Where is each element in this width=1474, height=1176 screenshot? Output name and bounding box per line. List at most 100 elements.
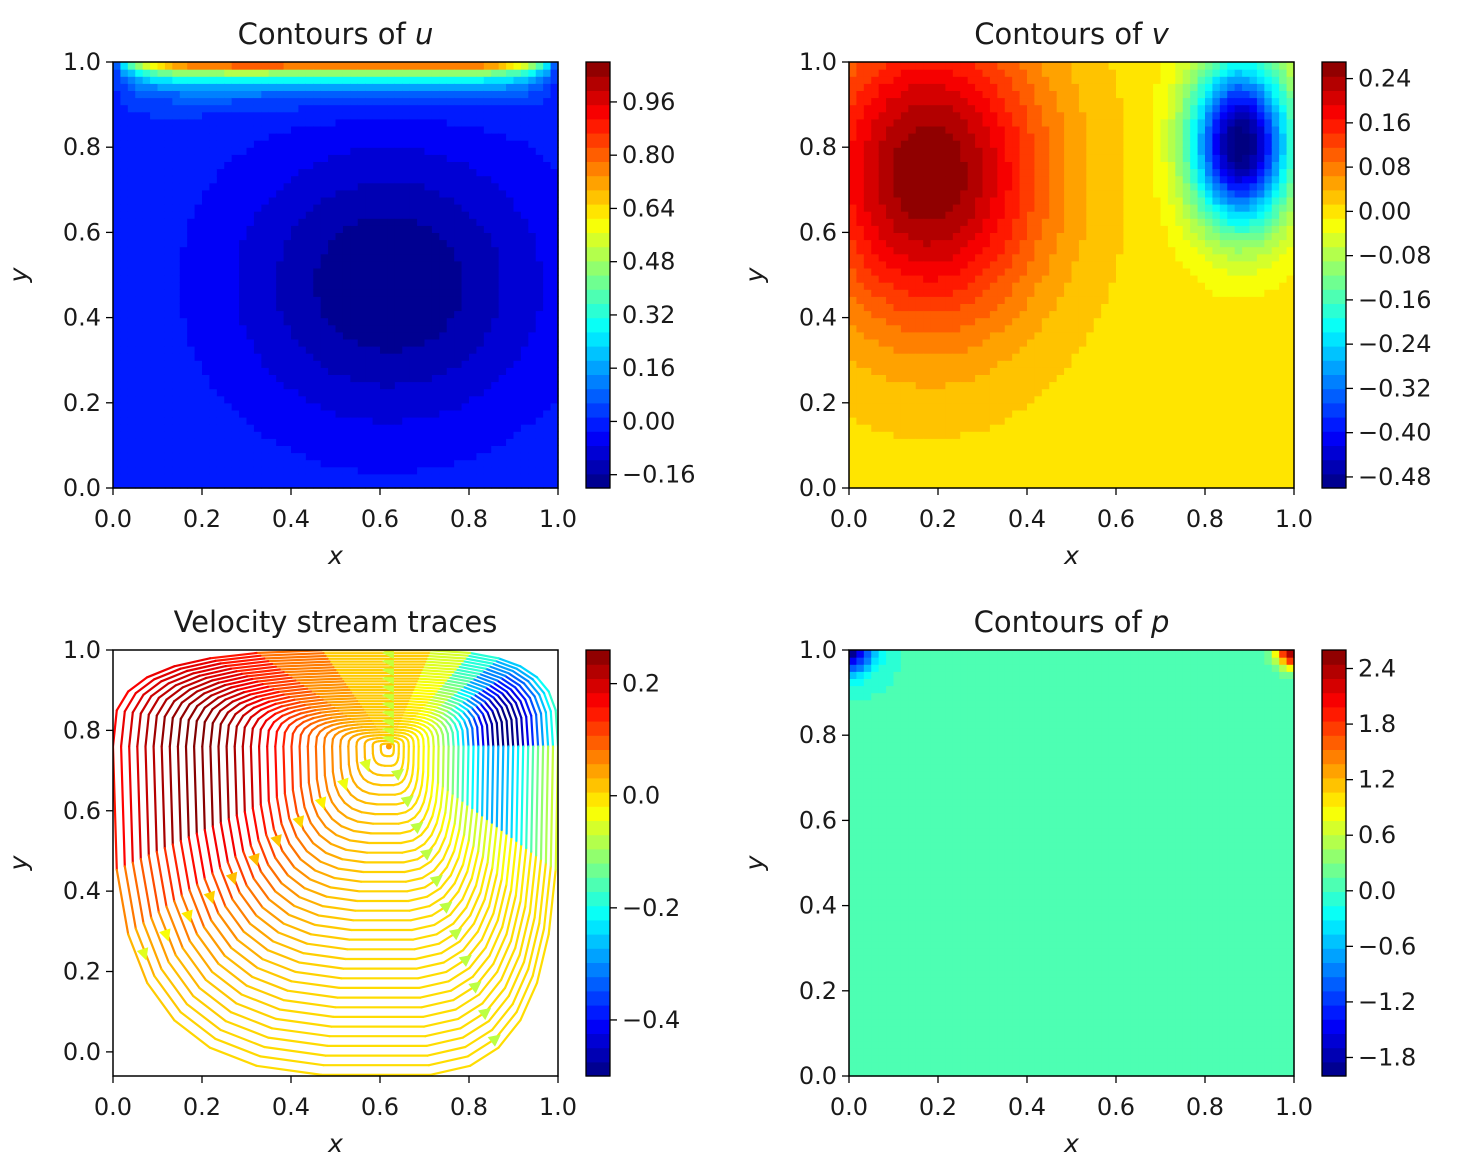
heatmap-cell: [528, 225, 537, 233]
heatmap-cell: [849, 360, 858, 368]
heatmap-cell: [402, 303, 411, 312]
heatmap-cell: [402, 225, 411, 233]
heatmap-cell: [224, 367, 233, 375]
heatmap-cell: [543, 267, 552, 276]
heatmap-cell: [372, 438, 381, 446]
heatmap-cell: [431, 225, 440, 233]
heatmap-cell: [276, 296, 285, 304]
heatmap-cell: [975, 196, 984, 205]
heatmap-cell: [938, 317, 947, 326]
heatmap-cell: [513, 253, 522, 262]
heatmap-cell: [424, 360, 433, 368]
heatmap-cell: [498, 239, 507, 248]
heatmap-cell: [535, 83, 544, 91]
heatmap-cell: [357, 168, 366, 177]
heatmap-cell: [952, 459, 961, 468]
heatmap-cell: [469, 452, 478, 461]
heatmap-cell: [164, 161, 173, 170]
heatmap-cell: [849, 346, 858, 354]
heatmap-cell: [231, 445, 240, 454]
heatmap-cell: [357, 338, 366, 347]
heatmap-cell: [187, 225, 196, 233]
heatmap-cell: [446, 118, 455, 127]
heatmap-cell: [975, 189, 984, 198]
heatmap-cell: [886, 424, 895, 432]
heatmap-cell: [483, 324, 492, 333]
heatmap-cell: [342, 111, 351, 120]
heatmap-cell: [856, 424, 865, 432]
heatmap-cell: [261, 431, 270, 439]
heatmap-cell: [469, 253, 478, 262]
heatmap-cell: [253, 438, 262, 446]
heatmap-cell: [187, 388, 196, 397]
heatmap-cell: [298, 140, 307, 148]
heatmap-cell: [276, 395, 285, 404]
heatmap-cell: [454, 104, 463, 113]
heatmap-cell: [417, 402, 426, 411]
heatmap-cell: [871, 260, 880, 269]
heatmap-cell: [520, 402, 529, 411]
heatmap-cell: [908, 409, 917, 418]
heatmap-cell: [893, 431, 902, 439]
heatmap-cell: [350, 296, 359, 304]
heatmap-cell: [424, 69, 433, 77]
heatmap-cell: [409, 211, 418, 219]
heatmap-cell: [372, 452, 381, 461]
heatmap-cell: [476, 260, 485, 269]
heatmap-cell: [535, 346, 544, 354]
heatmap-cell: [380, 466, 389, 475]
heatmap-cell: [150, 69, 159, 77]
heatmap-cell: [454, 168, 463, 177]
heatmap-cell: [506, 409, 515, 418]
heatmap-cell: [113, 260, 122, 269]
heatmap-cell: [328, 182, 337, 191]
heatmap-cell: [298, 154, 307, 162]
heatmap-cell: [209, 417, 218, 425]
heatmap-cell: [446, 232, 455, 241]
heatmap-cell: [989, 111, 998, 120]
heatmap-cell: [439, 353, 448, 361]
heatmap-cell: [967, 480, 976, 489]
heatmap-cell: [120, 246, 129, 255]
heatmap-cell: [900, 388, 909, 397]
heatmap-cell: [975, 111, 984, 120]
heatmap-cell: [342, 303, 351, 312]
heatmap-cell: [135, 431, 144, 439]
heatmap-cell: [550, 218, 559, 226]
heatmap-cell: [224, 154, 233, 162]
heatmap-cell: [253, 76, 262, 84]
heatmap-cell: [394, 97, 403, 106]
heatmap-cell: [313, 182, 322, 191]
heatmap-cell: [417, 246, 426, 255]
heatmap-cell: [469, 466, 478, 475]
heatmap-cell: [231, 189, 240, 198]
heatmap-cell: [454, 317, 463, 326]
heatmap-cell: [989, 147, 998, 155]
heatmap-cell: [930, 289, 939, 297]
heatmap-cell: [938, 381, 947, 390]
heatmap-cell: [513, 175, 522, 184]
heatmap-cell: [164, 118, 173, 127]
heatmap-cell: [469, 83, 478, 91]
heatmap-cell: [328, 211, 337, 219]
heatmap-cell: [945, 246, 954, 255]
heatmap-cell: [863, 310, 872, 319]
heatmap-cell: [298, 367, 307, 375]
heatmap-cell: [127, 253, 136, 262]
heatmap-cell: [908, 111, 917, 120]
heatmap-cell: [328, 282, 337, 290]
heatmap-cell: [975, 133, 984, 141]
heatmap-cell: [550, 246, 559, 255]
heatmap-cell: [283, 125, 292, 134]
heatmap-cell: [187, 360, 196, 368]
heatmap-cell: [431, 69, 440, 77]
heatmap-cell: [431, 90, 440, 99]
heatmap-cell: [127, 182, 136, 191]
panel-v: 0.0 0.2 0.4 0.6 0.8 1.00.00.20.40.60.81.0Cont…: [740, 17, 1432, 570]
heatmap-cell: [967, 303, 976, 312]
heatmap-cell: [967, 196, 976, 205]
heatmap-cell: [491, 189, 500, 198]
heatmap-cell: [261, 424, 270, 432]
colorbar-band: [586, 431, 610, 446]
heatmap-cell: [402, 133, 411, 141]
